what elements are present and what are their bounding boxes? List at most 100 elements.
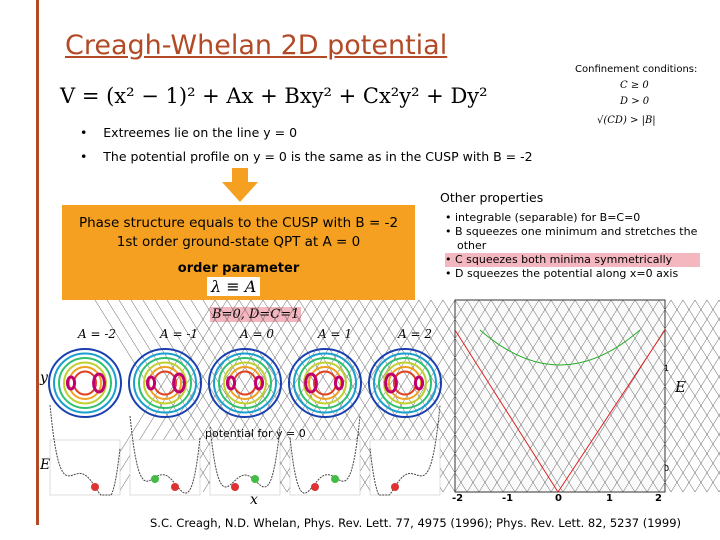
level-line (706, 470, 720, 493)
contour (373, 352, 437, 414)
property: • B squeezes one minimum and stretches t… (445, 225, 698, 252)
level-line (406, 299, 528, 493)
level-line (394, 299, 516, 493)
level-line (442, 299, 564, 493)
minimum (65, 375, 77, 391)
property: • C squeezes both minima symmetrically (445, 253, 700, 267)
contour (58, 357, 112, 409)
property: • integrable (separable) for B=C=0 (445, 211, 641, 224)
potential-frame (129, 439, 201, 496)
contour (148, 366, 182, 400)
level-line (622, 299, 720, 456)
level-line (454, 299, 576, 493)
contour (298, 357, 352, 409)
contour (233, 370, 257, 396)
other-heading: Other properties (440, 190, 544, 205)
level-line (598, 299, 720, 493)
spectrum-frame (454, 299, 666, 493)
tick-label: 2 (655, 493, 662, 504)
ball (391, 483, 399, 491)
condition: D > 0 (620, 96, 650, 107)
level-line (382, 299, 504, 493)
citation: S.C. Creagh, N.D. Whelan, Phys. Rev. Let… (150, 516, 681, 530)
contour (48, 348, 122, 418)
contour (63, 361, 107, 405)
level-line (346, 299, 468, 493)
potential-frame (369, 439, 441, 496)
contour (133, 352, 197, 414)
ball (251, 475, 259, 483)
property-text: B squeezes one minimum and stretches the… (455, 225, 698, 252)
bullet: • The potential profile on y = 0 is the … (80, 149, 533, 164)
property-text: C squeezes both minima symmetrically (455, 253, 673, 266)
ball (151, 475, 159, 483)
level-line (514, 299, 636, 493)
level-line (586, 299, 708, 493)
potential-curve (49, 405, 121, 496)
contour (288, 348, 362, 418)
level-line (610, 299, 720, 475)
properties: • integrable (separable) for B=C=0 • B s… (445, 211, 700, 281)
level-line (490, 299, 612, 493)
level-line (418, 299, 540, 493)
contour (388, 366, 422, 400)
box-line: Phase structure equals to the CUSP with … (78, 215, 399, 231)
potential-curve (289, 415, 361, 494)
property-text: integrable (separable) for B=C=0 (455, 211, 641, 224)
level-line (646, 299, 720, 418)
contour (223, 361, 267, 405)
level-line (682, 299, 720, 360)
tick-label: -1 (502, 493, 514, 504)
arrow-shape (222, 168, 258, 202)
level-line (634, 299, 720, 437)
box-formula: λ ≡ A (207, 277, 261, 296)
level-line (682, 432, 720, 493)
axis-label: x (250, 492, 258, 508)
a-label: A = 0 (240, 327, 274, 341)
minimum (225, 375, 237, 391)
a-label: A = 1 (318, 327, 352, 341)
a-label: A = -1 (160, 327, 199, 341)
condition: √(CD) > |B| (597, 115, 656, 126)
minimum (384, 372, 398, 394)
tick-label: -2 (452, 493, 464, 504)
level-line (502, 299, 624, 493)
level-line (106, 299, 228, 493)
parameters: B=0, D=C=1 (210, 307, 302, 322)
tick-label: 1 (664, 364, 670, 373)
property-text: D squeezes the potential along x=0 axis (455, 267, 679, 280)
bullet: • Extreemes lie on the line y = 0 (80, 125, 298, 140)
level-line (538, 299, 660, 493)
tick-label: 0 (555, 493, 562, 504)
transition-line (479, 329, 641, 366)
minimum (413, 375, 425, 391)
level-line (658, 299, 720, 399)
tick-label: 0 (664, 464, 670, 473)
minimum (92, 372, 106, 394)
level-line (550, 299, 672, 493)
box-line: 1st order ground-state QPT at A = 0 (116, 234, 361, 250)
ball (231, 483, 239, 491)
minimum (172, 372, 186, 394)
ball (91, 483, 99, 491)
condition: C ≥ 0 (620, 80, 649, 91)
level-line (694, 299, 720, 341)
minimum (253, 375, 265, 391)
ball (311, 483, 319, 491)
level-line (694, 451, 720, 493)
level-line (670, 413, 720, 493)
contour (138, 357, 192, 409)
confinement-heading: Confinement conditions: (575, 64, 698, 75)
bullet-text: Extreemes lie on the line y = 0 (103, 125, 298, 140)
contour (128, 348, 202, 418)
arrow (222, 168, 258, 202)
caption: potential for y = 0 (205, 427, 306, 440)
contour (228, 366, 262, 400)
minimum (304, 372, 318, 394)
contour (68, 366, 102, 400)
contour (293, 352, 357, 414)
level-line (670, 299, 720, 379)
contour (308, 366, 342, 400)
